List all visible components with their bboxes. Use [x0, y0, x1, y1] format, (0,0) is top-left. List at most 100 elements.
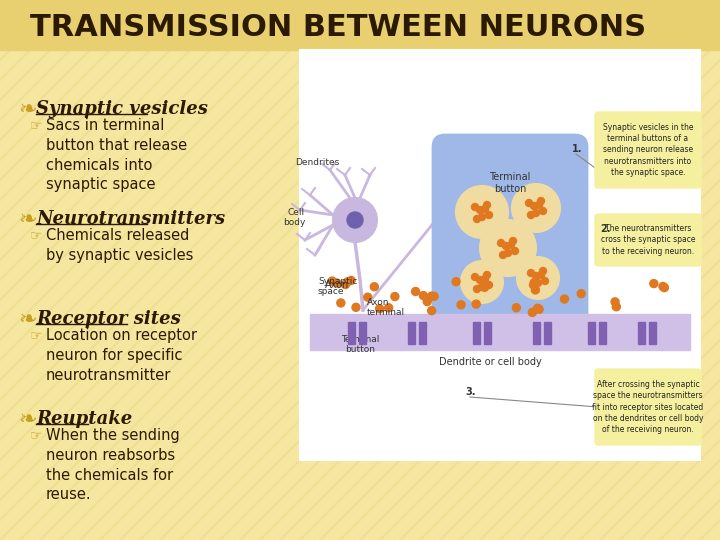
Text: Chemicals released
by synaptic vesicles: Chemicals released by synaptic vesicles: [46, 228, 194, 263]
Text: 2.: 2.: [600, 224, 611, 234]
Circle shape: [612, 303, 621, 311]
Circle shape: [337, 299, 345, 307]
Text: Terminal
button: Terminal button: [341, 335, 379, 354]
Text: ❧: ❧: [18, 310, 37, 330]
Text: Axon
terminal: Axon terminal: [367, 298, 405, 317]
Text: ☞: ☞: [30, 228, 42, 242]
Bar: [419, 322, 426, 344]
Circle shape: [500, 252, 506, 259]
Circle shape: [503, 242, 510, 249]
Circle shape: [539, 267, 546, 274]
Circle shape: [512, 184, 560, 232]
FancyBboxPatch shape: [595, 214, 701, 266]
Text: Dendrites: Dendrites: [295, 158, 339, 167]
Circle shape: [534, 280, 541, 287]
Circle shape: [341, 281, 349, 288]
Text: Synaptic vesicles: Synaptic vesicles: [36, 100, 208, 118]
Text: Cell
body: Cell body: [283, 207, 305, 227]
Text: Synaptic vesicles in the
terminal buttons of a
sending neuron release
neurotrans: Synaptic vesicles in the terminal button…: [603, 123, 693, 177]
Circle shape: [428, 292, 436, 300]
Circle shape: [531, 286, 539, 294]
Text: Terminal
button: Terminal button: [490, 172, 531, 194]
Circle shape: [430, 292, 438, 300]
Circle shape: [384, 304, 392, 312]
Text: When the sending
neuron reabsorbs
the chemicals for
reuse.: When the sending neuron reabsorbs the ch…: [46, 428, 180, 502]
Circle shape: [482, 206, 488, 213]
FancyBboxPatch shape: [433, 135, 587, 324]
Circle shape: [364, 293, 372, 301]
Circle shape: [472, 273, 479, 280]
Bar: [310, 314, 690, 350]
Text: Receptor sites: Receptor sites: [36, 310, 181, 328]
Circle shape: [481, 284, 489, 291]
Circle shape: [484, 201, 490, 208]
Bar: [348, 322, 355, 344]
Circle shape: [660, 284, 668, 292]
Circle shape: [659, 282, 667, 291]
Bar: [638, 322, 645, 344]
Circle shape: [528, 269, 534, 276]
Text: TRANSMISSION BETWEEN NEURONS: TRANSMISSION BETWEEN NEURONS: [30, 14, 646, 43]
Circle shape: [472, 300, 480, 308]
Circle shape: [498, 240, 505, 246]
Circle shape: [461, 261, 503, 303]
Circle shape: [533, 210, 539, 217]
FancyBboxPatch shape: [595, 112, 701, 188]
Circle shape: [391, 293, 399, 301]
Text: ❧: ❧: [18, 210, 37, 230]
Circle shape: [513, 303, 521, 312]
Circle shape: [538, 272, 544, 279]
Bar: [533, 322, 540, 344]
Circle shape: [419, 292, 428, 300]
Bar: [0, 0, 720, 50]
Circle shape: [343, 278, 352, 286]
Bar: [408, 322, 415, 344]
Text: ☞: ☞: [30, 118, 42, 132]
Circle shape: [479, 213, 485, 220]
Circle shape: [477, 206, 484, 213]
Circle shape: [538, 198, 544, 205]
Circle shape: [428, 307, 436, 315]
Circle shape: [452, 278, 460, 286]
Circle shape: [412, 287, 420, 295]
Circle shape: [333, 198, 377, 242]
Circle shape: [577, 289, 585, 298]
Circle shape: [611, 298, 619, 306]
Circle shape: [482, 275, 488, 282]
Bar: [300, 50, 700, 460]
Circle shape: [423, 298, 431, 306]
Circle shape: [474, 215, 480, 222]
Text: ☞: ☞: [30, 428, 42, 442]
Text: Synaptic
space: Synaptic space: [318, 276, 357, 296]
Circle shape: [352, 303, 360, 312]
Bar: [473, 322, 480, 344]
Circle shape: [474, 286, 480, 293]
Circle shape: [528, 308, 536, 316]
Text: The neurotransmitters
cross the synaptic space
to the receiving neuron.: The neurotransmitters cross the synaptic…: [600, 225, 696, 255]
Circle shape: [477, 276, 484, 284]
Circle shape: [456, 186, 508, 238]
Text: Sacs in terminal
button that release
chemicals into
synaptic space: Sacs in terminal button that release che…: [46, 118, 187, 192]
Circle shape: [535, 305, 543, 313]
Circle shape: [517, 257, 559, 299]
Circle shape: [457, 301, 465, 309]
Text: Location on receptor
neuron for specific
neurotransmitter: Location on receptor neuron for specific…: [46, 328, 197, 383]
Circle shape: [528, 212, 534, 219]
Circle shape: [484, 272, 490, 279]
Circle shape: [480, 220, 536, 276]
Circle shape: [479, 284, 485, 291]
Circle shape: [530, 279, 539, 287]
Bar: [588, 322, 595, 344]
Text: ☞: ☞: [30, 328, 42, 342]
Text: After crossing the synaptic
space the neurotransmitters
fit into receptor sites : After crossing the synaptic space the ne…: [593, 380, 703, 434]
Circle shape: [529, 281, 536, 288]
Circle shape: [531, 202, 538, 210]
Circle shape: [485, 281, 492, 288]
Circle shape: [333, 279, 341, 287]
Circle shape: [485, 212, 492, 219]
Circle shape: [508, 241, 515, 248]
Text: 3.: 3.: [465, 387, 475, 397]
Circle shape: [505, 249, 511, 256]
Circle shape: [472, 204, 479, 211]
Text: Dendrite or cell body: Dendrite or cell body: [438, 357, 541, 367]
